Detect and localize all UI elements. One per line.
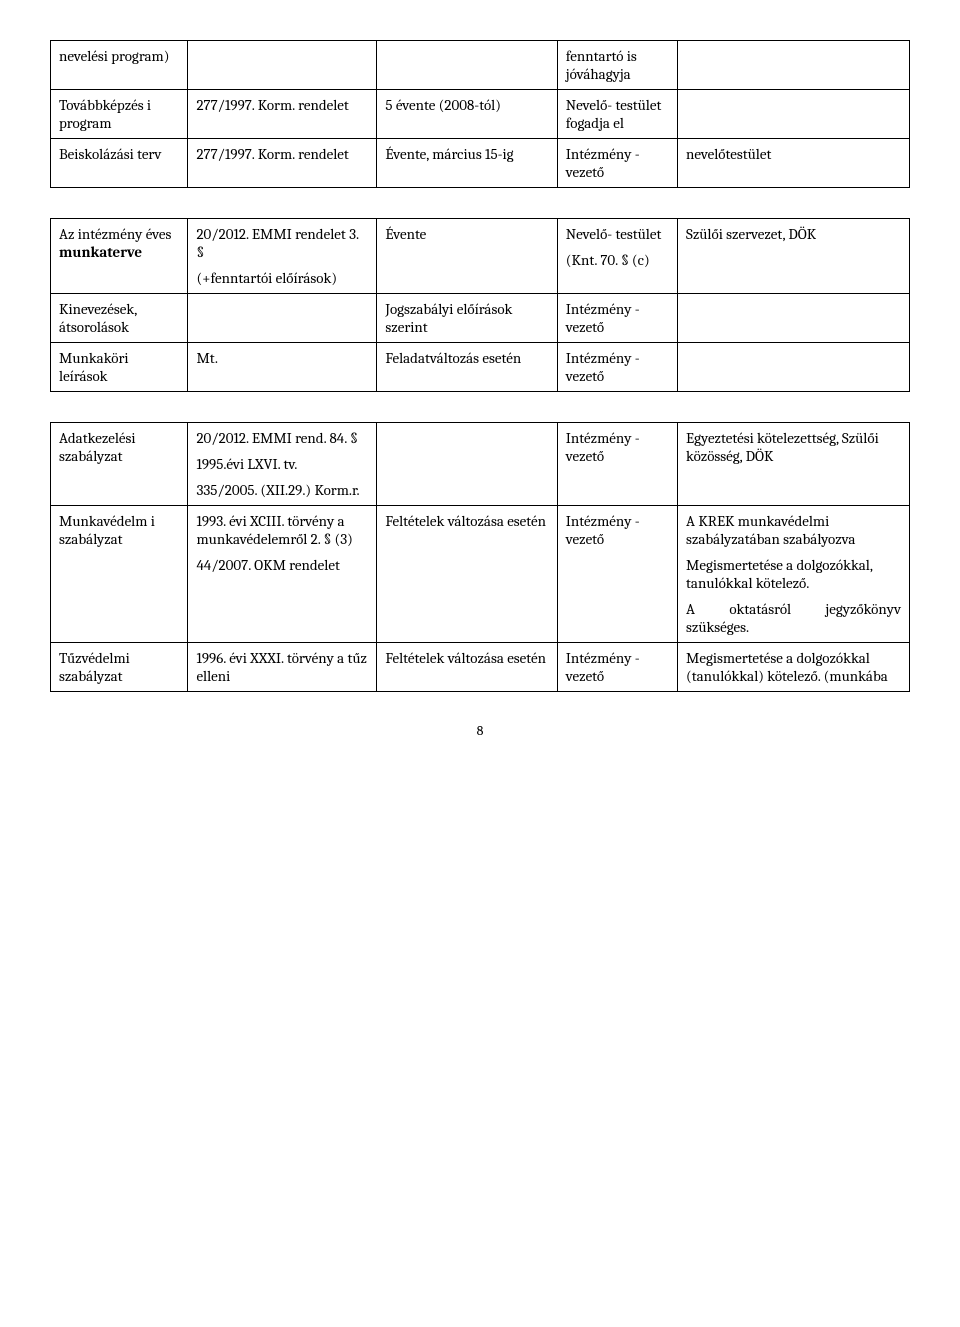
cell: Intézmény -vezető — [557, 139, 677, 188]
cell: Szülői szervezet, DÖK — [678, 219, 910, 294]
cell: Nevelő- testület fogadja el — [557, 90, 677, 139]
table-block-1: nevelési program) fenntartó is jóváhagyj… — [50, 40, 910, 188]
table-row: Munkavédelm i szabályzat 1993. évi XCIII… — [51, 506, 910, 643]
table-row: Adatkezelési szabályzat 20/2012. EMMI re… — [51, 423, 910, 506]
cell: Évente — [377, 219, 557, 294]
cell: fenntartó is jóváhagyja — [557, 41, 677, 90]
cell: Jogszabályi előírások szerint — [377, 294, 557, 343]
cell: Feltételek változása esetén — [377, 506, 557, 643]
cell — [678, 343, 910, 392]
cell: 1993. évi XCIII. törvény a munkavédelemr… — [188, 506, 377, 643]
text: A oktatásról jegyzőkönyv szükséges. — [686, 600, 901, 636]
text: 1993. évi XCIII. törvény a munkavédelemr… — [196, 512, 368, 548]
text: A KREK munkavédelmi szabályzatában szabá… — [686, 512, 901, 548]
text: (Knt. 70. § (c) — [566, 251, 669, 269]
text: (+fenntartói előírások) — [196, 269, 368, 287]
text: 20/2012. EMMI rendelet 3. § — [196, 225, 368, 261]
text: Nevelő- testület — [566, 225, 669, 243]
cell — [678, 41, 910, 90]
cell: 277/1997. Korm. rendelet — [188, 139, 377, 188]
table-row: Munkaköri leírások Mt. Feladatváltozás e… — [51, 343, 910, 392]
cell: Intézmény -vezető — [557, 643, 677, 692]
cell: Intézmény -vezető — [557, 343, 677, 392]
cell: Intézmény -vezető — [557, 506, 677, 643]
text: 335/2005. (XII.29.) Korm.r. — [196, 481, 368, 499]
cell: Az intézmény éves munkaterve — [51, 219, 188, 294]
cell: Tűzvédelmi szabályzat — [51, 643, 188, 692]
cell — [377, 41, 557, 90]
cell: Mt. — [188, 343, 377, 392]
cell: Továbbképzés i program — [51, 90, 188, 139]
cell — [188, 294, 377, 343]
text: Megismertetése a dolgozókkal, tanulókkal… — [686, 556, 901, 592]
cell: 277/1997. Korm. rendelet — [188, 90, 377, 139]
text-bold: munkaterve — [59, 243, 142, 261]
cell — [377, 423, 557, 506]
cell — [188, 41, 377, 90]
cell: Munkaköri leírások — [51, 343, 188, 392]
text: Az intézmény éves — [59, 225, 171, 243]
cell: Munkavédelm i szabályzat — [51, 506, 188, 643]
cell: Kinevezések, átsorolások — [51, 294, 188, 343]
cell: 1996. évi XXXI. törvény a tűz elleni — [188, 643, 377, 692]
cell: Feltételek változása esetén — [377, 643, 557, 692]
cell: nevelési program) — [51, 41, 188, 90]
table-row: nevelési program) fenntartó is jóváhagyj… — [51, 41, 910, 90]
cell: 5 évente (2008-tól) — [377, 90, 557, 139]
cell: Intézmény -vezető — [557, 423, 677, 506]
cell: Megismertetése a dolgozókkal (tanulókkal… — [678, 643, 910, 692]
table-block-3: Adatkezelési szabályzat 20/2012. EMMI re… — [50, 422, 910, 692]
table-row: Kinevezések, átsorolások Jogszabályi elő… — [51, 294, 910, 343]
page-number: 8 — [50, 722, 910, 739]
text: 1995.évi LXVI. tv. — [196, 455, 368, 473]
table-row: Beiskolázási terv 277/1997. Korm. rendel… — [51, 139, 910, 188]
table-row: Továbbképzés i program 277/1997. Korm. r… — [51, 90, 910, 139]
table-block-2: Az intézmény éves munkaterve 20/2012. EM… — [50, 218, 910, 392]
cell — [678, 294, 910, 343]
cell: 20/2012. EMMI rend. 84. § 1995.évi LXVI.… — [188, 423, 377, 506]
cell: Egyeztetési kötelezettség, Szülői közöss… — [678, 423, 910, 506]
table-row: Az intézmény éves munkaterve 20/2012. EM… — [51, 219, 910, 294]
table-row: Tűzvédelmi szabályzat 1996. évi XXXI. tö… — [51, 643, 910, 692]
cell: Beiskolázási terv — [51, 139, 188, 188]
cell: nevelőtestület — [678, 139, 910, 188]
cell: Adatkezelési szabályzat — [51, 423, 188, 506]
text: 44/2007. OKM rendelet — [196, 556, 368, 574]
cell: Feladatváltozás esetén — [377, 343, 557, 392]
cell: Nevelő- testület (Knt. 70. § (c) — [557, 219, 677, 294]
cell: 20/2012. EMMI rendelet 3. § (+fenntartói… — [188, 219, 377, 294]
cell: A KREK munkavédelmi szabályzatában szabá… — [678, 506, 910, 643]
text: 20/2012. EMMI rend. 84. § — [196, 429, 368, 447]
cell — [678, 90, 910, 139]
cell: Évente, március 15-ig — [377, 139, 557, 188]
cell: Intézmény -vezető — [557, 294, 677, 343]
